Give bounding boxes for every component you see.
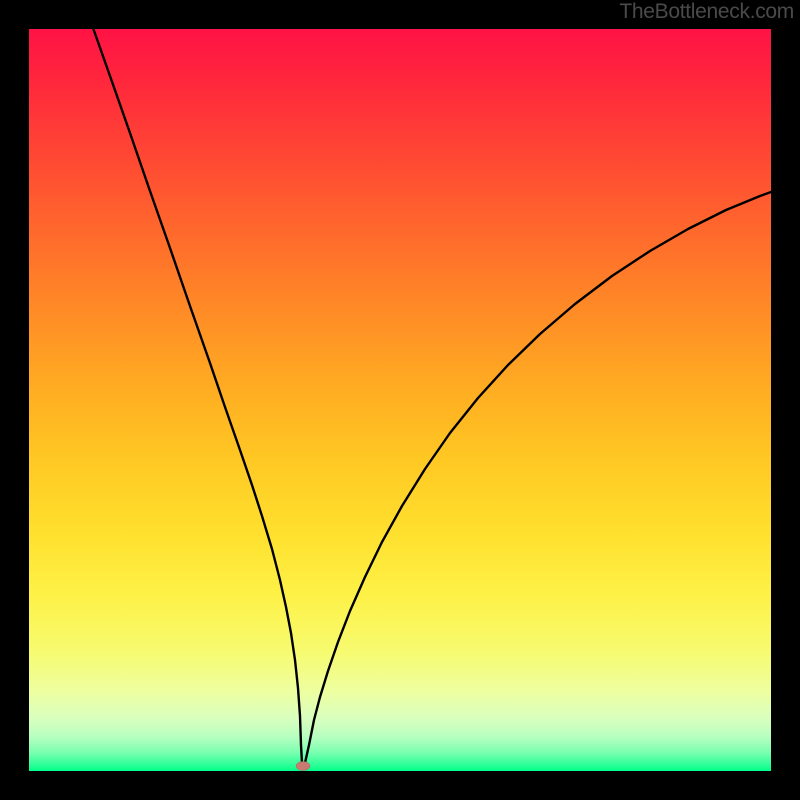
plot-background-gradient	[29, 29, 771, 771]
watermark-label: TheBottleneck.com	[619, 0, 794, 24]
chart-container: TheBottleneck.com	[0, 0, 800, 800]
optimal-point-marker	[296, 762, 310, 771]
bottleneck-chart	[0, 0, 800, 800]
